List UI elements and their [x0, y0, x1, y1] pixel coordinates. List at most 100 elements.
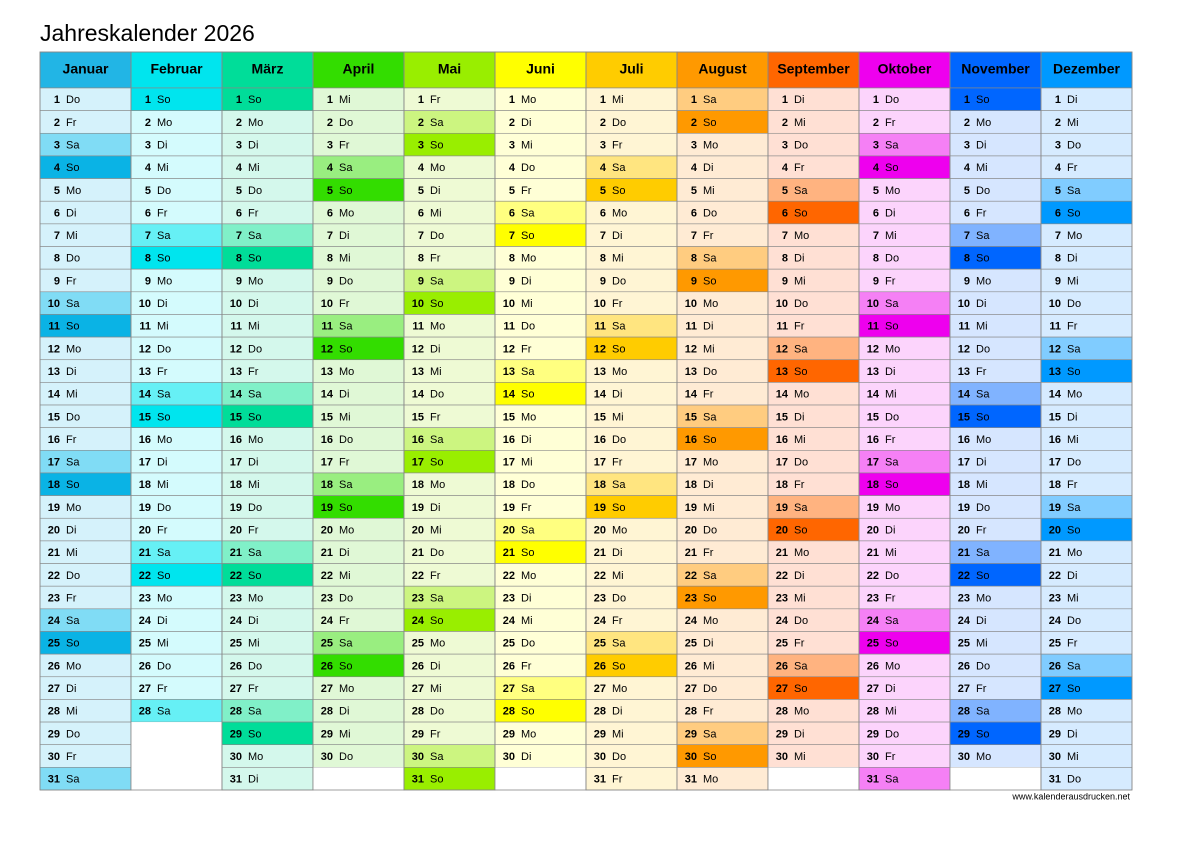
weekday: Do [1067, 457, 1081, 469]
day-number: 10 [230, 298, 242, 310]
month-header [39, 51, 132, 89]
day-number: 14 [48, 389, 61, 401]
weekday: Fr [430, 411, 441, 423]
weekday: Mi [339, 570, 351, 582]
weekday: Mo [521, 253, 536, 265]
weekday: Mi [612, 253, 624, 265]
day-number: 5 [600, 185, 606, 197]
day-number: 4 [873, 162, 880, 174]
weekday: Mo [430, 638, 445, 650]
day-number: 21 [139, 547, 151, 559]
day-number: 30 [1049, 751, 1061, 763]
weekday: Mo [1067, 706, 1082, 718]
day-number: 17 [412, 457, 424, 469]
weekday: Sa [794, 660, 808, 672]
day-number: 7 [236, 230, 242, 242]
weekday: Do [976, 502, 990, 514]
day-number: 17 [867, 457, 879, 469]
day-number: 8 [145, 253, 151, 265]
day-number: 10 [594, 298, 606, 310]
weekday: Mi [1067, 275, 1079, 287]
day-number: 17 [1049, 457, 1061, 469]
day-number: 15 [867, 411, 879, 423]
day-number: 23 [321, 592, 333, 604]
weekday: Mo [521, 728, 536, 740]
weekday: Do [521, 162, 535, 174]
weekday: Do [430, 706, 444, 718]
weekday: Di [430, 502, 440, 514]
day-number: 12 [958, 343, 970, 355]
weekday: Fr [430, 94, 441, 106]
day-number: 3 [782, 140, 788, 152]
weekday: Di [1067, 94, 1077, 106]
day-number: 27 [958, 683, 970, 695]
empty-cell [495, 767, 586, 790]
day-number: 19 [321, 502, 333, 514]
day-number: 3 [236, 140, 242, 152]
weekday: Do [430, 230, 444, 242]
weekday: Sa [885, 457, 899, 469]
weekday: Mi [794, 275, 806, 287]
day-number: 8 [1055, 253, 1061, 265]
day-number: 5 [691, 185, 697, 197]
day-number: 20 [867, 524, 879, 536]
day-number: 28 [48, 706, 60, 718]
month-header [312, 51, 405, 89]
weekday: Do [1067, 615, 1081, 627]
weekday: So [339, 185, 352, 197]
weekday: So [66, 162, 79, 174]
weekday: So [703, 592, 716, 604]
weekday: So [339, 660, 352, 672]
weekday: Mi [703, 660, 715, 672]
day-number: 13 [1049, 366, 1061, 378]
weekday: Mo [430, 479, 445, 491]
day-number: 13 [685, 366, 697, 378]
weekday: Do [703, 366, 717, 378]
weekday: Do [248, 502, 262, 514]
weekday: So [703, 275, 716, 287]
day-number: 22 [139, 570, 151, 582]
day-number: 20 [230, 524, 242, 536]
weekday: Sa [885, 615, 899, 627]
day-number: 21 [1049, 547, 1061, 559]
weekday: Fr [339, 298, 350, 310]
day-number: 15 [321, 411, 333, 423]
weekday: Sa [794, 502, 808, 514]
day-number: 28 [776, 706, 788, 718]
day-number: 4 [54, 162, 61, 174]
weekday: So [430, 774, 443, 786]
weekday: Sa [430, 117, 444, 129]
weekday: Di [976, 298, 986, 310]
weekday: Mi [703, 185, 715, 197]
weekday: Di [612, 547, 622, 559]
day-number: 29 [867, 728, 879, 740]
day-number: 27 [776, 683, 788, 695]
day-number: 25 [230, 638, 242, 650]
weekday: Fr [794, 321, 805, 333]
weekday: Fr [66, 592, 77, 604]
empty-cell [768, 767, 859, 790]
weekday: Fr [794, 638, 805, 650]
weekday: Sa [976, 706, 990, 718]
weekday: Mi [339, 728, 351, 740]
day-number: 21 [321, 547, 333, 559]
month-header [221, 51, 314, 89]
empty-cell [131, 767, 222, 790]
day-number: 28 [867, 706, 879, 718]
weekday: Di [794, 94, 804, 106]
day-number: 18 [1049, 479, 1061, 491]
weekday: Fr [885, 434, 896, 446]
day-number: 22 [958, 570, 970, 582]
weekday: Fr [612, 457, 623, 469]
weekday: Mo [794, 547, 809, 559]
day-number: 14 [503, 389, 516, 401]
day-number: 29 [321, 728, 333, 740]
day-number: 15 [776, 411, 788, 423]
day-number: 13 [48, 366, 60, 378]
day-number: 7 [691, 230, 697, 242]
weekday: Mi [794, 751, 806, 763]
day-number: 22 [1049, 570, 1061, 582]
day-number: 28 [412, 706, 424, 718]
day-number: 10 [776, 298, 788, 310]
day-number: 24 [230, 615, 243, 627]
